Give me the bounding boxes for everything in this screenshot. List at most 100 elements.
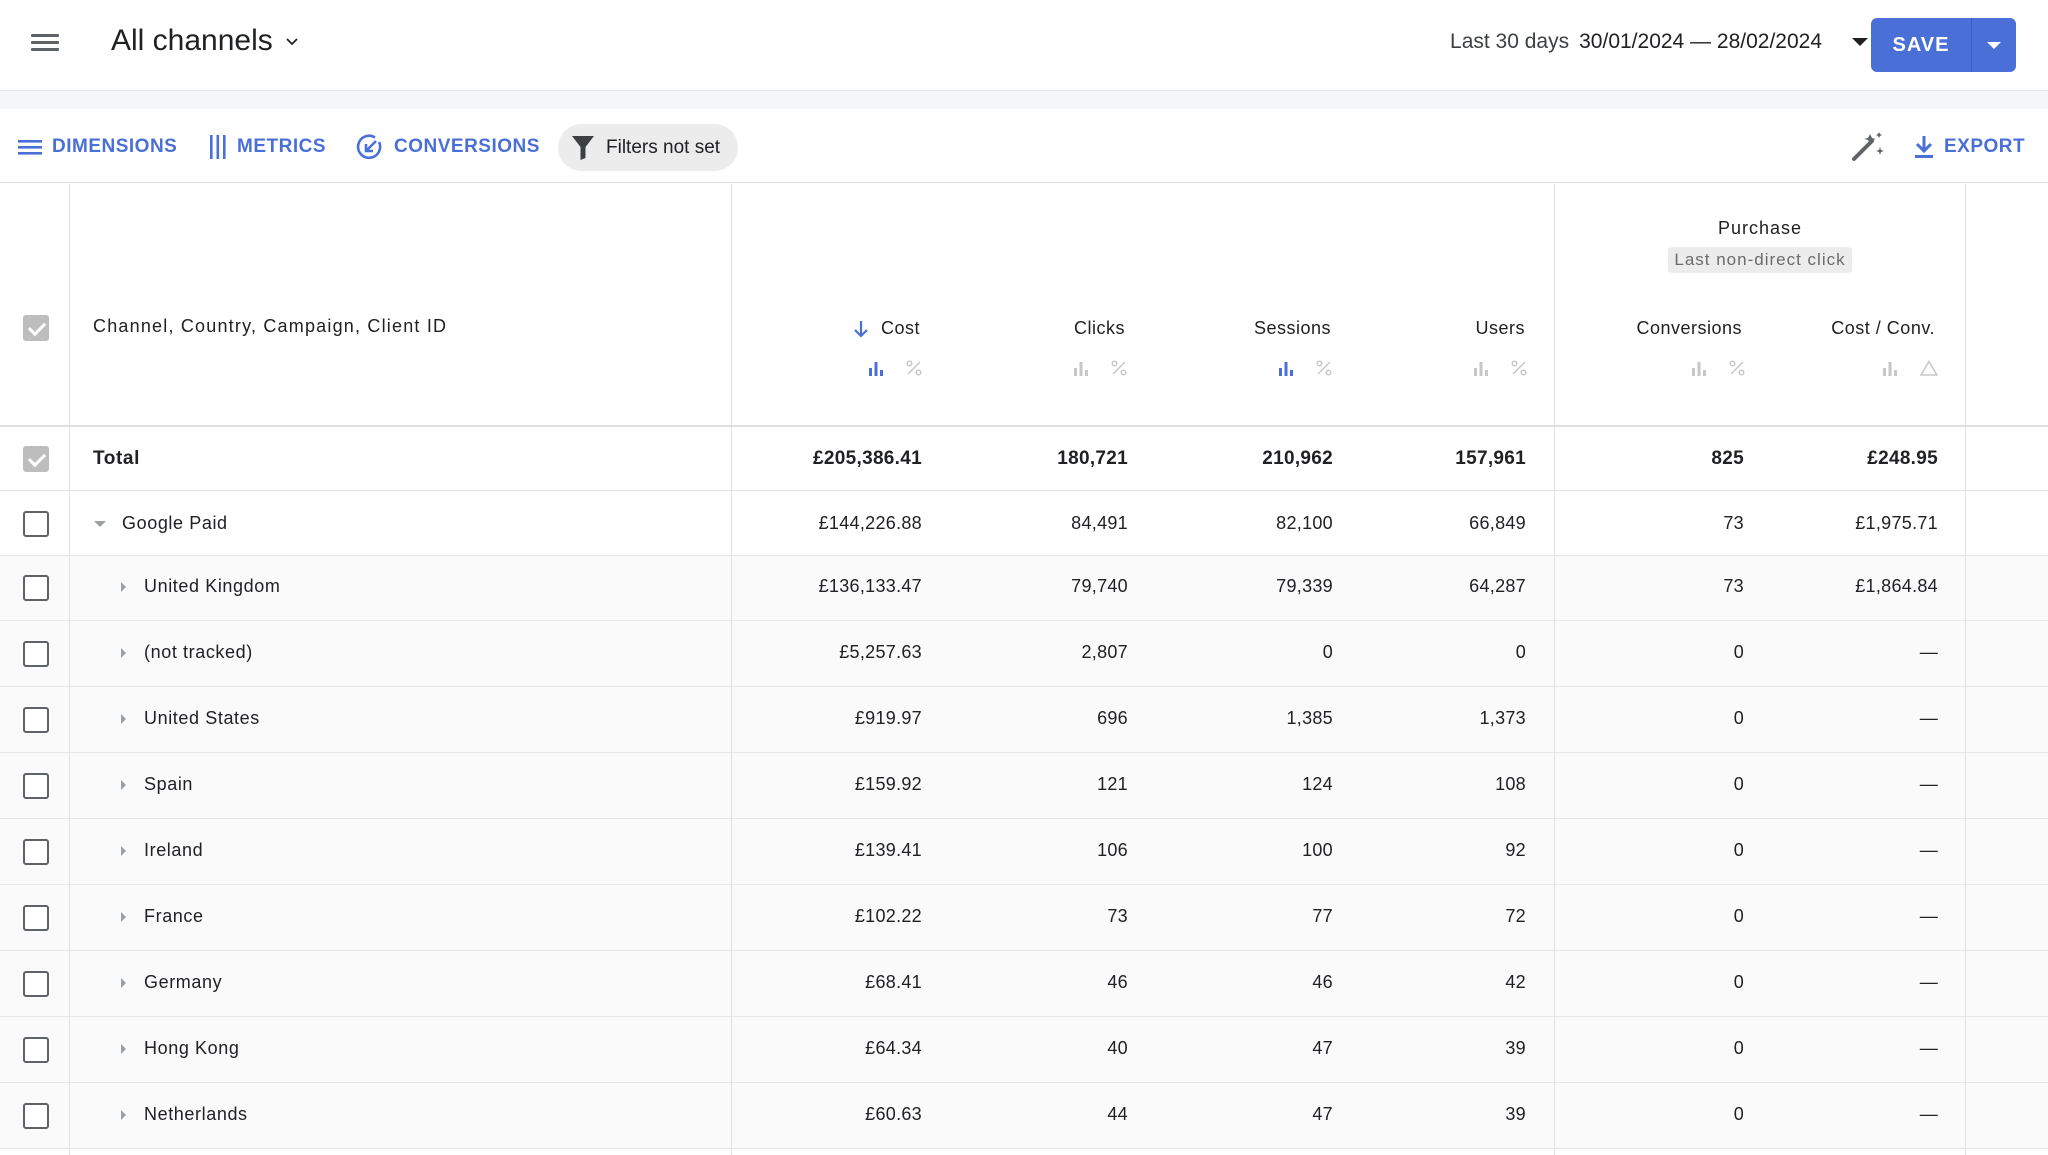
conversion-group-header: Purchase Last non-direct click xyxy=(1555,218,1965,273)
percent-icon[interactable] xyxy=(1729,360,1745,376)
table-row[interactable]: Hong Kong £64.34 40 47 39 0 — xyxy=(0,1017,2048,1083)
column-header-users[interactable]: Users xyxy=(1360,318,1525,339)
table-row[interactable]: Ireland £139.41 106 100 92 0 — xyxy=(0,819,2048,885)
table-row[interactable]: United Kingdom £136,133.47 79,740 79,339… xyxy=(0,556,2048,621)
menu-icon[interactable] xyxy=(28,30,62,60)
percent-icon[interactable] xyxy=(1111,360,1127,376)
column-header-conversions[interactable]: Conversions xyxy=(1580,318,1742,339)
row-checkbox[interactable] xyxy=(23,1103,49,1129)
percent-icon[interactable] xyxy=(1316,360,1332,376)
table-row[interactable]: Germany £68.41 46 46 42 0 — xyxy=(0,951,2048,1017)
delta-icon[interactable] xyxy=(1920,360,1938,376)
row-label-wrap: Spain xyxy=(121,774,193,795)
expand-arrow-icon[interactable] xyxy=(121,911,126,922)
row-checkbox[interactable] xyxy=(23,905,49,931)
row-checkbox[interactable] xyxy=(23,773,49,799)
column-label: Conversions xyxy=(1636,318,1742,338)
cell-users: 0 xyxy=(1515,642,1526,662)
row-label-wrap: Google Paid xyxy=(94,513,228,534)
row-checkbox[interactable] xyxy=(23,641,49,667)
column-label: Cost xyxy=(880,318,920,338)
column-header-sessions[interactable]: Sessions xyxy=(1165,318,1331,339)
cell-cost: £60.63 xyxy=(865,1104,922,1124)
expand-arrow-icon[interactable] xyxy=(121,1043,126,1054)
row-checkbox[interactable] xyxy=(23,971,49,997)
report-selector[interactable]: All channels xyxy=(111,24,299,58)
dimensions-button[interactable]: DIMENSIONS xyxy=(18,131,177,163)
cell-conversions: 0 xyxy=(1733,774,1744,794)
cell-conversions: 73 xyxy=(1723,513,1744,533)
report-table: Channel, Country, Campaign, Client ID Pu… xyxy=(0,184,2048,1155)
expand-arrow-icon[interactable] xyxy=(121,1109,126,1120)
filters-chip[interactable]: Filters not set xyxy=(558,124,739,171)
magic-wand-icon[interactable] xyxy=(1850,129,1886,165)
top-bar: All channels Last 30 days 30/01/2024 — 2… xyxy=(0,0,2048,91)
cell-cost: £68.41 xyxy=(865,972,922,992)
expand-arrow-icon[interactable] xyxy=(121,647,126,658)
cell-clicks: 106 xyxy=(1097,840,1128,860)
cell-cost: £5,257.63 xyxy=(839,642,922,662)
bar-chart-icon[interactable] xyxy=(868,360,884,376)
conversions-label: CONVERSIONS xyxy=(394,136,540,157)
column-header-clicks[interactable]: Clicks xyxy=(960,318,1125,339)
cell-clicks: 84,491 xyxy=(1071,513,1128,533)
table-header: Channel, Country, Campaign, Client ID Pu… xyxy=(0,184,2048,427)
bar-chart-icon[interactable] xyxy=(1882,360,1898,376)
expand-arrow-icon[interactable] xyxy=(121,845,126,856)
cell-cost: £139.41 xyxy=(854,840,922,860)
export-label: EXPORT xyxy=(1944,136,2026,157)
date-range-picker[interactable]: Last 30 days 30/01/2024 — 28/02/2024 xyxy=(1450,30,1868,54)
save-button[interactable]: SAVE xyxy=(1871,18,1971,72)
cell-conversions: 0 xyxy=(1733,840,1744,860)
metrics-label: METRICS xyxy=(237,136,326,157)
table-row[interactable]: Netherlands £60.63 44 47 39 0 — xyxy=(0,1083,2048,1149)
date-preset: Last 30 days xyxy=(1450,30,1570,53)
row-checkbox[interactable] xyxy=(23,575,49,601)
row-label: Spain xyxy=(144,774,194,794)
cell-sessions: 124 xyxy=(1302,774,1333,794)
attribution-model-badge[interactable]: Last non-direct click xyxy=(1668,247,1852,273)
table-row[interactable]: United States £919.97 696 1,385 1,373 0 … xyxy=(0,687,2048,753)
expand-arrow-icon[interactable] xyxy=(121,713,126,724)
collapse-arrow-icon[interactable] xyxy=(94,520,106,527)
cell-users: 92 xyxy=(1505,840,1526,860)
bar-chart-icon[interactable] xyxy=(1278,360,1294,376)
column-tools-conversions xyxy=(1683,360,1745,376)
table-row[interactable]: (not tracked) £5,257.63 2,807 0 0 0 — xyxy=(0,621,2048,687)
cell-users: 64,287 xyxy=(1469,576,1526,596)
cell-conversions: 825 xyxy=(1711,448,1744,469)
table-row-total[interactable]: Total £205,386.41 180,721 210,962 157,96… xyxy=(0,428,2048,491)
expand-arrow-icon[interactable] xyxy=(121,977,126,988)
table-row[interactable]: France £102.22 73 77 72 0 — xyxy=(0,885,2048,951)
cell-users: 42 xyxy=(1505,972,1526,992)
column-divider xyxy=(731,184,732,1155)
column-tools-sessions xyxy=(1270,360,1332,376)
percent-icon[interactable] xyxy=(906,360,922,376)
bar-chart-icon[interactable] xyxy=(1473,360,1489,376)
expand-arrow-icon[interactable] xyxy=(121,581,126,592)
row-checkbox[interactable] xyxy=(23,1037,49,1063)
conversions-button[interactable]: CONVERSIONS xyxy=(356,131,540,163)
export-button[interactable]: EXPORT xyxy=(1914,131,2025,163)
percent-icon[interactable] xyxy=(1511,360,1527,376)
row-label: Total xyxy=(93,448,140,469)
bar-chart-icon[interactable] xyxy=(1073,360,1089,376)
row-checkbox[interactable] xyxy=(23,511,49,537)
bar-chart-icon[interactable] xyxy=(1691,360,1707,376)
row-checkbox[interactable] xyxy=(23,707,49,733)
sort-descending-arrow-icon xyxy=(854,320,868,338)
select-all-checkbox[interactable] xyxy=(23,315,49,341)
cell-users: 39 xyxy=(1505,1038,1526,1058)
cell-conversions: 0 xyxy=(1733,1104,1744,1124)
column-header-cost[interactable]: Cost xyxy=(760,318,920,339)
column-divider xyxy=(1554,184,1555,1155)
expand-arrow-icon[interactable] xyxy=(121,779,126,790)
table-row[interactable]: Google Paid £144,226.88 84,491 82,100 66… xyxy=(0,491,2048,556)
column-header-cost-per-conversion[interactable]: Cost / Conv. xyxy=(1770,318,1935,339)
row-checkbox[interactable] xyxy=(23,446,49,472)
metrics-button[interactable]: METRICS xyxy=(209,131,326,163)
save-options-button[interactable] xyxy=(1971,18,2016,72)
row-label: United Kingdom xyxy=(144,576,281,596)
row-checkbox[interactable] xyxy=(23,839,49,865)
table-row[interactable]: Spain £159.92 121 124 108 0 — xyxy=(0,753,2048,819)
